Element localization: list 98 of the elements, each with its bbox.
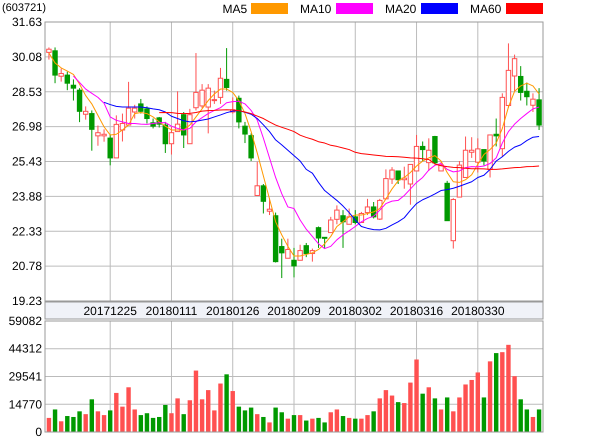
bar <box>77 411 82 432</box>
bar <box>218 384 223 432</box>
candlestick <box>70 78 76 102</box>
y-tick-label: 19.23 <box>12 294 42 308</box>
chart-title: (603721) <box>2 2 46 14</box>
bar <box>346 418 352 432</box>
candlestick <box>242 121 248 144</box>
bar <box>96 411 100 432</box>
bar <box>175 398 180 432</box>
bar <box>482 397 486 432</box>
bar <box>536 409 542 432</box>
bar <box>230 391 235 432</box>
bar <box>322 422 327 432</box>
bar <box>46 418 52 432</box>
candlestick <box>254 161 260 196</box>
candlestick <box>285 238 291 259</box>
bar <box>353 418 358 432</box>
candlestick <box>181 112 186 148</box>
y-tick-label: 20.78 <box>12 259 42 274</box>
y-tick-label: 28.53 <box>12 84 42 99</box>
y-tick-label: 31.63 <box>12 15 42 29</box>
legend-label: MA20 <box>385 2 417 16</box>
candlestick <box>224 48 230 92</box>
y-tick-label: 22.33 <box>12 224 42 238</box>
bar <box>52 409 58 432</box>
x-tick-label: 20180316 <box>390 304 444 318</box>
bar <box>512 376 517 432</box>
candlestick <box>89 110 95 152</box>
bar <box>286 418 290 432</box>
bar <box>102 415 106 432</box>
bar <box>108 410 112 432</box>
bar <box>371 411 376 432</box>
bar <box>432 398 438 432</box>
candlestick <box>82 106 88 120</box>
candlestick <box>297 244 303 261</box>
x-tick-label: 20180330 <box>451 304 505 318</box>
bar <box>530 416 536 432</box>
candlestick <box>530 92 536 112</box>
candlestick <box>291 247 297 278</box>
candlestick <box>58 68 64 82</box>
bar <box>304 420 308 432</box>
candlestick <box>420 140 426 162</box>
candlestick <box>395 170 401 184</box>
bar <box>261 416 266 432</box>
y-tick-label: 59082 <box>8 314 42 328</box>
bar <box>255 414 260 432</box>
candlestick <box>64 71 70 91</box>
y-tick-label: 0 <box>35 425 42 439</box>
bar <box>420 394 425 432</box>
y-tick-label: 23.88 <box>12 189 42 204</box>
candlestick <box>107 134 113 166</box>
bar <box>414 359 419 432</box>
y-tick-label: 14770 <box>8 397 42 412</box>
x-tick-label: 20180302 <box>328 304 382 318</box>
bar <box>248 408 254 432</box>
y-tick-label: 26.98 <box>12 120 42 134</box>
bar <box>444 397 450 432</box>
candlestick <box>248 132 254 162</box>
bar <box>90 399 94 432</box>
candlestick <box>364 198 370 216</box>
bar <box>188 400 192 432</box>
candlestick <box>266 198 272 216</box>
x-tick-label: 20180111 <box>146 304 198 318</box>
x-tick-label: 20171225 <box>83 304 138 318</box>
bar <box>396 402 400 432</box>
bar <box>494 353 498 432</box>
bar <box>359 418 364 432</box>
y-tick-label: 29541 <box>8 370 42 384</box>
candlestick <box>304 242 309 258</box>
y-tick-label: 30.08 <box>12 50 42 64</box>
line-series <box>104 102 540 230</box>
bar <box>488 361 492 432</box>
legend-label: MA60 <box>470 2 502 16</box>
bar <box>182 414 186 432</box>
candlestick <box>46 46 52 60</box>
bar <box>236 406 242 432</box>
bar <box>390 396 394 432</box>
y-tick-label: 25.43 <box>12 154 42 168</box>
bar <box>438 409 444 432</box>
line-series <box>158 109 540 170</box>
legend-label: MA5 <box>222 2 248 16</box>
legend-label: MA10 <box>300 2 332 16</box>
candlestick <box>260 184 266 214</box>
bar <box>224 374 229 432</box>
bar <box>310 418 315 432</box>
candlestick <box>493 118 499 147</box>
x-tick-label: 20180126 <box>206 304 260 318</box>
bar <box>298 415 302 432</box>
candlestick <box>346 208 352 225</box>
bar <box>426 387 431 432</box>
bar <box>83 414 88 432</box>
candlestick <box>76 88 82 123</box>
candlestick <box>162 121 168 154</box>
y-tick-label: 44312 <box>8 342 42 356</box>
bar <box>58 421 64 432</box>
candlestick <box>168 126 174 156</box>
bar <box>194 370 198 432</box>
x-tick-label: 20180209 <box>267 304 322 318</box>
